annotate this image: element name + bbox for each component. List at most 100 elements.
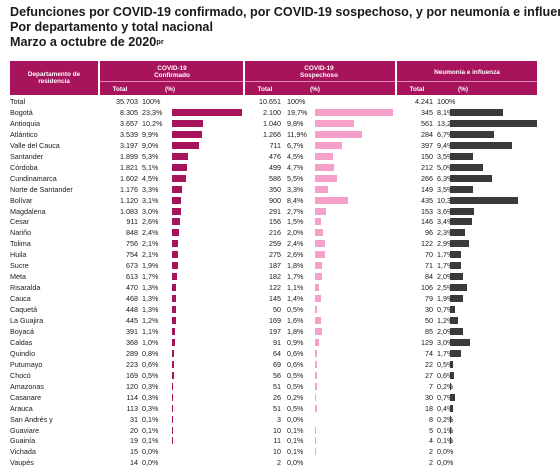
data-bar [172, 218, 180, 226]
total-value: 448 [126, 305, 138, 315]
data-bar [172, 349, 175, 357]
pct-value: 100% [142, 97, 161, 106]
table-row: Quindío 289 0,8% 64 0,6% 74 1,7% [0, 348, 560, 359]
data-bar [450, 415, 452, 423]
pct-value: 3,0% [437, 337, 454, 347]
total-value: 1.083 [120, 206, 138, 216]
total-value: 266 [421, 173, 433, 183]
total-value: 4 [429, 436, 433, 446]
data-bar [315, 185, 329, 193]
pct-value: 2,5% [437, 283, 454, 293]
table-row: Caldas 368 1,0% 91 0,9% 129 3,0% [0, 337, 560, 348]
header-confirmado-total: Total [112, 86, 128, 93]
header-confirmado-pct: (%) [165, 86, 175, 93]
table-row: Casanare 114 0,3% 26 0,2% 30 0,7% [0, 392, 560, 403]
table-row: Sucre 673 1,9% 187 1,8% 71 1,7% [0, 260, 560, 271]
data-bar [172, 404, 173, 412]
category-label: Amazonas [10, 381, 44, 391]
data-bar [450, 251, 462, 259]
data-bar [450, 152, 474, 160]
total-value: 96 [425, 228, 433, 238]
data-bar [315, 393, 316, 401]
header-neumonia-total: Total [409, 86, 425, 93]
total-value: 70 [425, 250, 433, 260]
header-confirmado-label: COVID-19 Confirmado [154, 65, 190, 79]
category-label: San Andrés y [10, 414, 53, 424]
total-value: 259 [269, 239, 281, 249]
total-value: 187 [269, 261, 281, 271]
chart-title: Defunciones por COVID-19 confirmado, por… [10, 5, 560, 19]
total-value: 10.651 [259, 97, 281, 106]
data-bar [172, 251, 179, 259]
pct-value: 4,5% [287, 151, 304, 161]
chart-period: Marzo a octubre de 2020pr [10, 35, 164, 49]
category-label: Sucre [10, 261, 29, 271]
total-value: 85 [425, 326, 433, 336]
category-label: Huila [10, 250, 27, 260]
pct-value: 0,1% [437, 436, 454, 446]
total-value: 169 [126, 370, 138, 380]
category-label: Meta [10, 272, 26, 282]
total-value: 3 [277, 414, 281, 424]
data-bar [315, 371, 317, 379]
data-bar [450, 196, 518, 204]
chart-subtitle: Por departamento y total nacional [10, 20, 213, 34]
total-value: 122 [269, 283, 281, 293]
total-value: 182 [269, 272, 281, 282]
data-bar [315, 262, 323, 270]
header-confirmado: COVID-19 Confirmado Total (%) [100, 61, 243, 95]
category-label: Cauca [10, 294, 31, 304]
data-bar [315, 251, 326, 259]
data-bar [172, 338, 175, 346]
total-value: 1.176 [120, 184, 138, 194]
total-value: 22 [425, 359, 433, 369]
total-value: 284 [421, 129, 433, 139]
pct-value: 19,7% [287, 107, 308, 117]
pct-value: 1,7% [287, 272, 304, 282]
total-value: 216 [269, 228, 281, 238]
data-bar [172, 426, 173, 434]
total-value: 35.703 [116, 97, 138, 106]
data-bar [450, 349, 462, 357]
pct-value: 1,7% [142, 272, 159, 282]
pct-value: 4,5% [142, 173, 159, 183]
pct-value: 0,2% [287, 392, 304, 402]
category-label: Bolívar [10, 195, 33, 205]
pct-value: 1,9% [142, 261, 159, 271]
pct-value: 0,0% [287, 414, 304, 424]
table-row: Antioquia 3.657 10,2% 1.040 9,8% 561 13,2% [0, 118, 560, 129]
total-value: 586 [269, 173, 281, 183]
total-value: 145 [269, 294, 281, 304]
data-bar [450, 108, 504, 116]
table-row: La Guajira 445 1,2% 169 1,6% 50 1,2% [0, 315, 560, 326]
data-bar [450, 207, 474, 215]
pct-value: 9,4% [437, 140, 454, 150]
total-value: 345 [421, 107, 433, 117]
data-bar [315, 229, 323, 237]
pct-value: 13,2% [437, 118, 458, 128]
data-bar [315, 130, 363, 138]
category-label: Vaupés [10, 458, 34, 468]
pct-value: 0,3% [142, 381, 159, 391]
header-neumonia: Neumonía e influenza Total (%) [397, 61, 537, 95]
pct-value: 3,4% [437, 217, 454, 227]
data-bar [450, 437, 451, 445]
total-value: 499 [269, 162, 281, 172]
pct-value: 0,0% [287, 458, 304, 468]
category-label: La Guajira [10, 316, 44, 325]
pct-value: 1,0% [142, 337, 159, 347]
table-row: San Andrés y 31 0,1% 3 0,0% 8 0,2% [0, 414, 560, 425]
data-bar [172, 437, 173, 445]
category-label: Bogotá [10, 107, 33, 117]
pct-value: 23,3% [142, 107, 163, 117]
data-bar [450, 240, 470, 248]
total-value: 8.305 [120, 107, 138, 117]
total-value: 19 [130, 436, 138, 446]
table-row: Putumayo 223 0,6% 69 0,6% 22 0,5% [0, 359, 560, 370]
pct-value: 10,3% [437, 195, 458, 205]
data-bar [450, 119, 537, 127]
data-bar [450, 130, 495, 138]
total-value: 1.266 [263, 129, 281, 139]
title-superscript: pr [156, 37, 164, 46]
total-value: 368 [126, 337, 138, 347]
